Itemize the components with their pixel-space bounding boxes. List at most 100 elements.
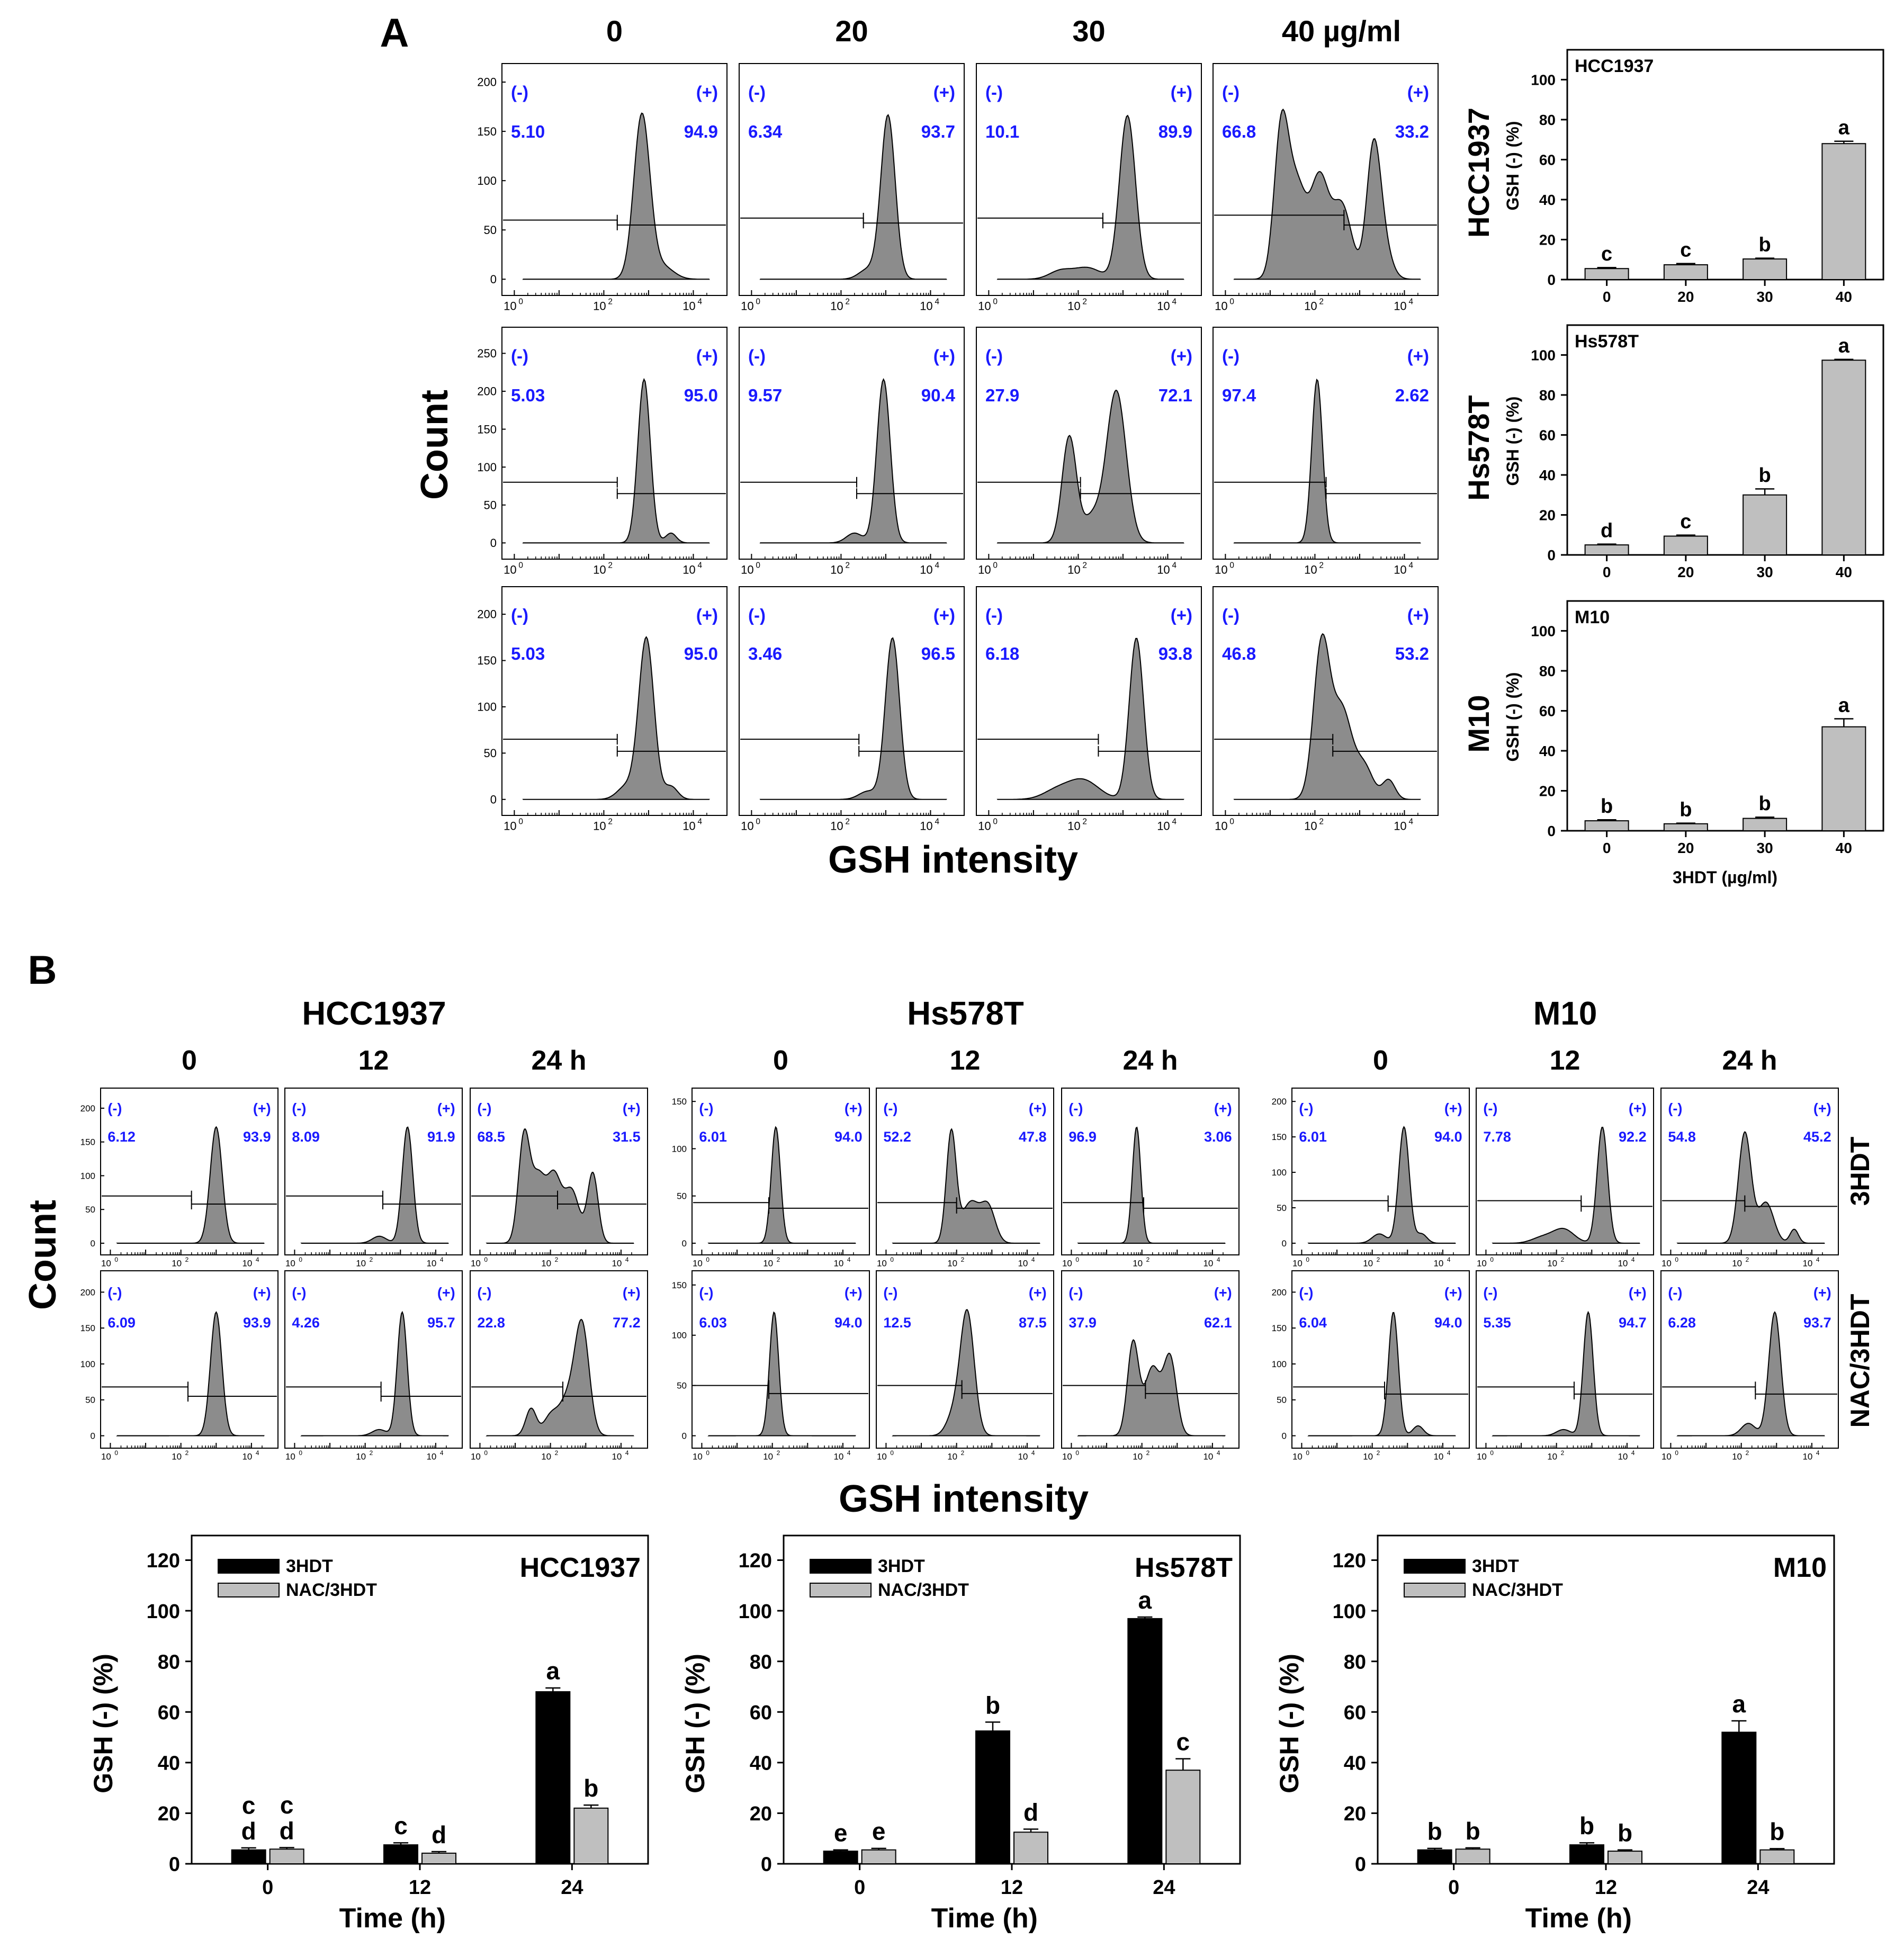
x-tick-exponent: 0 <box>1675 1449 1678 1457</box>
significance-letter: a <box>1838 694 1850 716</box>
histogram-frame <box>1476 1088 1654 1255</box>
x-tick-label: 10 <box>285 1451 295 1461</box>
y-tick-label: 50 <box>484 498 497 511</box>
significance-letter: c <box>1176 1728 1190 1756</box>
x-tick-exponent: 4 <box>1031 1256 1035 1263</box>
neg-percent: 22.8 <box>477 1315 505 1331</box>
row-label-nac: NAC/3HDT <box>1845 1294 1875 1428</box>
neg-percent: 6.12 <box>107 1129 136 1145</box>
histogram-panel: 10 0 10 2 10 4 (-) (+) 4.26 95.7 <box>284 1270 463 1461</box>
y-tick-label: 150 <box>477 654 497 667</box>
x-tick-label: 10 <box>947 1258 957 1268</box>
x-tick-exponent: 0 <box>993 298 998 307</box>
bar-3HDT-0 <box>1417 1849 1452 1865</box>
x-tick-exponent: 0 <box>1229 561 1234 570</box>
y-tick-label: 0 <box>761 1854 772 1876</box>
histogram-frame <box>501 63 728 296</box>
bar-value-0 <box>1584 544 1629 555</box>
x-tick-label: 10 <box>877 1451 887 1461</box>
x-tick-label: 12 <box>1595 1877 1617 1899</box>
pos-percent: 47.8 <box>1019 1129 1047 1145</box>
y-tick-label: 20 <box>1539 507 1556 524</box>
pos-percent: 33.2 <box>1395 122 1429 141</box>
x-tick-exponent: 4 <box>1408 561 1413 570</box>
x-tick-label: 10 <box>1661 1258 1672 1268</box>
bar-value-40 <box>1821 143 1866 280</box>
x-tick-label: 10 <box>920 300 932 313</box>
gate-neg-label: (-) <box>1483 1285 1497 1300</box>
x-tick-label: 10 <box>920 563 932 577</box>
pos-percent: 94.9 <box>684 122 718 141</box>
x-tick-label: 20 <box>1677 289 1694 305</box>
y-tick-label: 150 <box>80 1137 95 1147</box>
time-header: 12 <box>950 1045 981 1076</box>
histogram-curve <box>1676 1131 1825 1244</box>
x-tick-label: 10 <box>693 1451 703 1461</box>
histogram-curve <box>116 1311 265 1437</box>
histogram-curve <box>116 1126 265 1244</box>
x-tick-label: 40 <box>1836 564 1852 580</box>
pos-percent: 95.0 <box>684 385 718 405</box>
x-tick-exponent: 2 <box>777 1449 780 1457</box>
y-tick-label: 200 <box>477 76 497 89</box>
gate-pos-label: (+) <box>696 346 718 366</box>
significance-letter: d <box>432 1821 446 1848</box>
neg-percent: 6.09 <box>107 1315 136 1331</box>
gate-pos-label: (+) <box>1629 1100 1647 1116</box>
x-tick-label: 10 <box>172 1451 182 1461</box>
y-axis-label-count-b: Count <box>22 1200 64 1310</box>
x-tick-exponent: 0 <box>518 561 523 570</box>
x-tick-exponent: 2 <box>1746 1449 1749 1457</box>
x-tick-exponent: 4 <box>1217 1449 1220 1457</box>
y-tick-label: 150 <box>477 125 497 138</box>
x-tick-label: 10 <box>1363 1258 1373 1268</box>
neg-percent: 54.8 <box>1668 1129 1696 1145</box>
y-tick-label: 120 <box>1333 1550 1366 1572</box>
pos-percent: 77.2 <box>613 1315 641 1331</box>
row-label: Hs578T <box>1462 395 1495 500</box>
legend-swatch <box>810 1559 872 1574</box>
x-tick-label: 10 <box>242 1258 252 1268</box>
gate-pos-label: (+) <box>696 83 718 102</box>
gate-neg-label: (-) <box>699 1100 713 1116</box>
x-tick-label: 10 <box>1215 563 1227 577</box>
bar-chart-a_hcc1937: 0 20 40 60 80 100 0 20 30 40 c c b a <box>1531 49 1884 305</box>
x-tick-exponent: 0 <box>518 818 523 827</box>
x-tick-exponent: 2 <box>1082 561 1087 570</box>
histogram-frame <box>100 1088 279 1255</box>
dose-header: 20 <box>835 14 868 48</box>
x-tick-label: 20 <box>1677 840 1694 856</box>
x-tick-label: 10 <box>682 300 695 313</box>
y-axis-label: GSH (-) (%) <box>1274 1654 1304 1793</box>
histogram-frame <box>1660 1270 1839 1449</box>
x-tick-label: 10 <box>541 1258 551 1268</box>
x-tick-exponent: 4 <box>1408 298 1413 307</box>
gate-neg-label: (-) <box>748 346 766 366</box>
significance-letter: b <box>985 1691 1000 1719</box>
gate-pos-label: (+) <box>845 1285 863 1300</box>
x-tick-label: 24 <box>1153 1877 1175 1899</box>
neg-percent: 5.03 <box>511 644 545 663</box>
neg-percent: 52.2 <box>883 1129 911 1145</box>
neg-percent: 5.35 <box>1483 1315 1511 1331</box>
neg-percent: 6.18 <box>985 644 1019 663</box>
x-tick-label: 10 <box>1157 300 1170 313</box>
x-tick-exponent: 4 <box>256 1449 259 1457</box>
legend-swatch <box>1404 1559 1466 1574</box>
gate-pos-label: (+) <box>1407 83 1429 102</box>
y-tick-label: 80 <box>750 1651 772 1673</box>
x-tick-exponent: 0 <box>756 561 760 570</box>
x-tick-exponent: 2 <box>1146 1256 1150 1263</box>
pos-percent: 94.0 <box>834 1129 863 1145</box>
x-tick-label: 10 <box>504 563 516 577</box>
y-axis-label: GSH (-) (%) <box>1503 121 1522 211</box>
x-tick-label: 10 <box>830 300 843 313</box>
bar-3HDT-12 <box>383 1844 418 1864</box>
x-tick-label: 10 <box>1292 1258 1303 1268</box>
neg-percent: 5.03 <box>511 385 545 405</box>
bar-value-40 <box>1821 360 1866 555</box>
x-tick-label: 10 <box>101 1451 111 1461</box>
x-tick-exponent: 0 <box>484 1449 488 1457</box>
